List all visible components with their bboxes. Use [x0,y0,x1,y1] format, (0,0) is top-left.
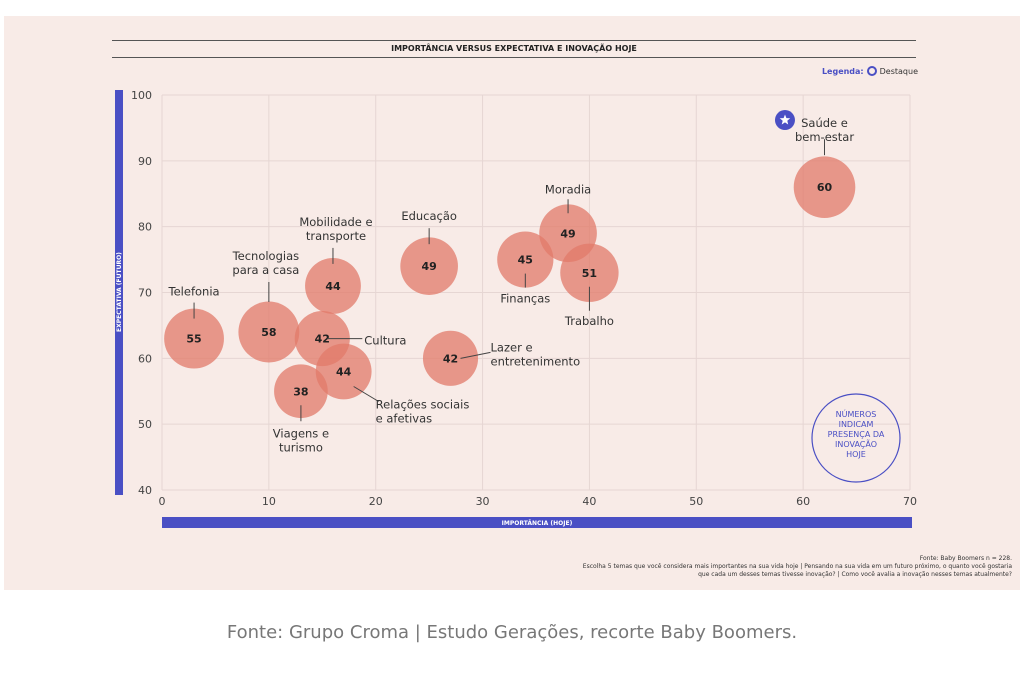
highlight-ring-icon [866,66,877,76]
bubble-value: 60 [817,181,833,194]
footnote: Fonte: Baby Boomers n = 228. Escolha 5 t… [582,555,1012,579]
y-tick-label: 90 [138,155,152,168]
x-tick-label: 10 [262,495,276,508]
bubble-label: Cultura [364,334,406,348]
bubble-label: Educação [401,209,457,223]
x-tick-label: 0 [159,495,166,508]
bubble-label: Viagens e turismo [273,426,329,454]
y-tick-label: 70 [138,287,152,300]
bubble-label: Telefonia [168,285,220,299]
x-axis-label: IMPORTÂNCIA (HOJE) [502,520,573,527]
bubble [274,364,328,419]
bubble-label: Finanças [500,292,550,306]
x-tick-label: 60 [796,495,810,508]
annotation-circle [811,393,901,483]
footnote-source: Fonte: Baby Boomers n = 228. [919,555,1012,562]
y-axis-bar [115,90,123,495]
leader-line [460,351,491,359]
legend-title: Legenda: [821,66,864,76]
bubble-label: Mobilidade e transporte [299,215,372,243]
y-tick-label: 80 [138,221,152,234]
bubble-value: 38 [293,385,308,398]
y-tick-label: 50 [138,418,152,431]
bubble [793,156,856,218]
leader-line [353,386,379,402]
bubble-value: 44 [336,366,352,379]
bubble [422,330,479,386]
y-tick-label: 60 [138,352,152,365]
star-icon [779,114,791,125]
bubble-value: 55 [186,333,201,346]
bubble [305,257,361,314]
chart-title: IMPORTÂNCIA VERSUS EXPECTATIVA E INOVAÇÃ… [112,40,916,58]
legend: Legenda: Destaque [822,66,918,76]
bubble-value: 51 [582,267,597,280]
chart-panel [4,16,1020,590]
bubble-value: 49 [560,227,575,240]
y-axis-label: EXPECTATIVA (FUTURO) [116,252,123,332]
bubble-value: 58 [261,326,276,339]
bubble-label: Saúde e bem-estar [795,116,854,144]
annotation-text: NÚMEROS INDICAM PRESENÇA DA INOVAÇÃO HOJE [828,408,885,459]
y-tick-label: 100 [131,89,152,102]
bubble-label: Trabalho [564,314,614,328]
bubble [497,231,554,288]
bubble-value: 45 [518,254,533,267]
bubble-label: Moradia [545,182,591,196]
bubble [164,308,224,369]
bubble-label: Lazer e entretenimento [491,340,581,368]
x-tick-label: 70 [903,495,917,508]
bubble-value: 42 [315,333,330,346]
x-tick-label: 20 [369,495,383,508]
x-tick-label: 30 [476,495,490,508]
bubble [315,343,372,400]
y-tick-label: 40 [138,484,152,497]
bubble-value: 44 [325,280,341,293]
bubble-value: 42 [443,352,458,365]
bubble [238,301,300,363]
footnote-question: Escolha 5 temas que você considera mais … [582,563,1012,578]
bubble [400,237,458,295]
bubble-value: 49 [421,260,436,273]
x-axis-bar [162,517,912,528]
x-tick-label: 50 [689,495,703,508]
bubble [560,243,619,302]
image-caption: Fonte: Grupo Croma | Estudo Gerações, re… [226,622,798,643]
legend-entry: Destaque [879,66,918,76]
bubble-label: Tecnologias para a casa [232,249,300,277]
x-tick-label: 40 [582,495,596,508]
bubble-label: Relações sociais e afetivas [376,398,470,426]
